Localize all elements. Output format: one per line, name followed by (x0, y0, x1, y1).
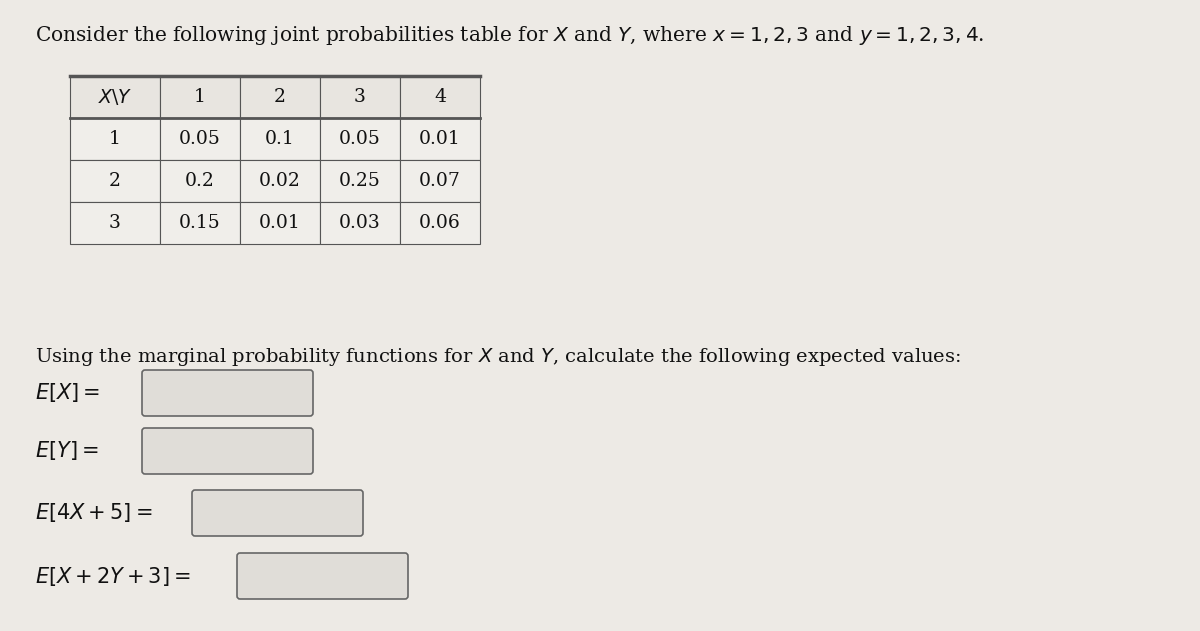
Text: 3: 3 (354, 88, 366, 106)
Bar (320, 118, 400, 160)
Bar (70, 202, 160, 244)
Text: 0.03: 0.03 (340, 214, 380, 232)
Text: 0.15: 0.15 (179, 214, 221, 232)
Text: 4: 4 (434, 88, 446, 106)
Text: $E[Y] =$: $E[Y] =$ (35, 440, 98, 463)
Text: 2: 2 (109, 172, 121, 190)
Bar (320, 76, 400, 118)
FancyBboxPatch shape (192, 490, 364, 536)
Text: 0.02: 0.02 (259, 172, 301, 190)
Text: 0.07: 0.07 (419, 172, 461, 190)
Text: $E[4X + 5] =$: $E[4X + 5] =$ (35, 502, 152, 524)
Bar (160, 160, 240, 202)
Text: $X\backslash Y$: $X\backslash Y$ (97, 87, 132, 107)
Text: 0.05: 0.05 (340, 130, 380, 148)
Bar (70, 160, 160, 202)
Bar (400, 160, 480, 202)
Text: $E[X + 2Y + 3] =$: $E[X + 2Y + 3] =$ (35, 565, 191, 587)
Text: 0.2: 0.2 (185, 172, 215, 190)
Text: 0.01: 0.01 (259, 214, 301, 232)
Text: 0.05: 0.05 (179, 130, 221, 148)
Text: 1: 1 (194, 88, 206, 106)
Text: Consider the following joint probabilities table for $X$ and $Y$, where $x = 1, : Consider the following joint probabiliti… (35, 24, 984, 47)
Bar (400, 202, 480, 244)
Bar (240, 76, 320, 118)
Bar (240, 160, 320, 202)
Bar (320, 202, 400, 244)
Text: 0.06: 0.06 (419, 214, 461, 232)
Bar (320, 160, 400, 202)
Text: 3: 3 (109, 214, 121, 232)
Bar (400, 118, 480, 160)
FancyBboxPatch shape (142, 370, 313, 416)
FancyBboxPatch shape (238, 553, 408, 599)
Bar (160, 202, 240, 244)
Text: 0.25: 0.25 (340, 172, 380, 190)
Bar (240, 202, 320, 244)
Bar (240, 118, 320, 160)
Text: $E[X] =$: $E[X] =$ (35, 382, 101, 404)
Text: 0.1: 0.1 (265, 130, 295, 148)
Text: Using the marginal probability functions for $X$ and $Y$, calculate the followin: Using the marginal probability functions… (35, 346, 961, 368)
Bar (160, 118, 240, 160)
Text: 1: 1 (109, 130, 121, 148)
Bar (70, 118, 160, 160)
Text: 2: 2 (274, 88, 286, 106)
Bar (70, 76, 160, 118)
Bar (160, 76, 240, 118)
FancyBboxPatch shape (142, 428, 313, 474)
Bar (400, 76, 480, 118)
Text: 0.01: 0.01 (419, 130, 461, 148)
